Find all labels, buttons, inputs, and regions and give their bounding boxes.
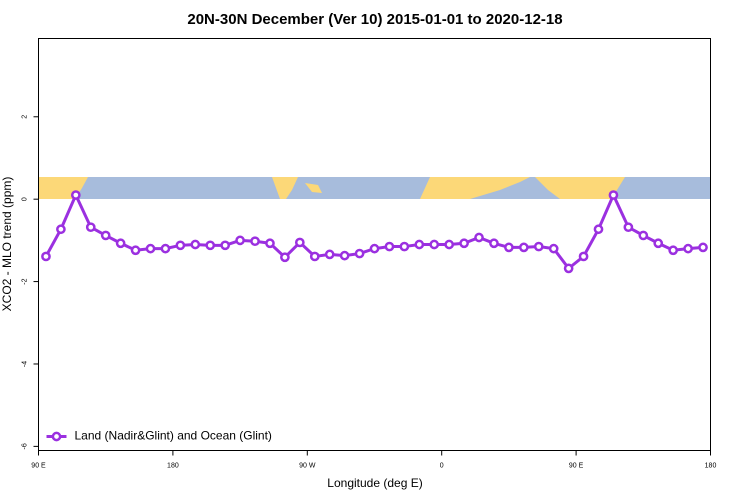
data-point xyxy=(399,241,410,252)
data-point xyxy=(56,224,66,235)
legend-label: Land (Nadir&Glint) and Ocean (Glint) xyxy=(75,429,272,443)
data-point xyxy=(294,237,305,248)
data-point xyxy=(160,243,171,254)
data-point xyxy=(205,240,216,251)
data-point xyxy=(638,230,649,241)
data-point xyxy=(698,242,708,253)
data-point xyxy=(414,239,425,250)
x-tick-label: 180 xyxy=(167,462,179,469)
chart-title: 20N-30N December (Ver 10) 2015-01-01 to … xyxy=(187,11,562,28)
data-point xyxy=(130,245,141,256)
data-point xyxy=(145,243,156,254)
data-point xyxy=(115,238,126,249)
x-tick-label: 90 W xyxy=(299,462,316,469)
data-point xyxy=(459,238,469,249)
y-axis-label: XCO2 - MLO trend (ppm) xyxy=(0,177,14,312)
x-tick-label: 0 xyxy=(440,462,444,469)
y-tick-label: -4 xyxy=(21,361,28,367)
data-point xyxy=(548,243,559,254)
y-tick-label: 2 xyxy=(21,115,28,119)
data-point xyxy=(41,251,51,262)
data-point xyxy=(444,239,455,250)
legend-marker xyxy=(51,431,62,442)
data-point xyxy=(653,238,664,249)
data-point xyxy=(100,230,111,241)
x-tick-label: 90 E xyxy=(31,462,46,469)
data-point xyxy=(250,236,260,247)
data-point xyxy=(384,241,395,252)
data-point xyxy=(683,243,693,254)
data-point xyxy=(339,250,350,261)
data-point xyxy=(280,252,290,263)
data-point xyxy=(623,222,634,233)
data-point xyxy=(220,240,231,251)
data-point xyxy=(190,239,201,250)
map-band xyxy=(39,177,710,199)
x-tick-label: 90 E xyxy=(569,462,584,469)
data-point xyxy=(593,224,604,235)
data-point xyxy=(533,241,544,252)
data-point xyxy=(265,238,275,249)
data-point xyxy=(70,190,81,200)
data-point xyxy=(354,248,365,259)
y-tick-label: -2 xyxy=(21,278,28,284)
data-point xyxy=(175,240,186,251)
data-point xyxy=(518,242,529,253)
data-point xyxy=(578,251,589,262)
data-point xyxy=(563,263,574,274)
data-point xyxy=(429,239,440,250)
series-line xyxy=(44,191,704,271)
x-tick-label: 180 xyxy=(705,462,717,469)
data-point xyxy=(489,238,499,249)
data-point xyxy=(85,222,96,233)
x-axis-label: Longitude (deg E) xyxy=(327,476,422,490)
data-point xyxy=(324,249,335,260)
data-point xyxy=(474,232,484,243)
data-point xyxy=(608,190,619,200)
plot-frame xyxy=(38,38,711,451)
data-point xyxy=(235,235,245,246)
data-point xyxy=(309,251,320,262)
y-tick-label: -6 xyxy=(21,443,28,449)
data-point xyxy=(369,243,380,254)
data-point xyxy=(668,245,679,256)
data-point xyxy=(504,242,514,253)
y-tick-label: 0 xyxy=(21,197,28,201)
